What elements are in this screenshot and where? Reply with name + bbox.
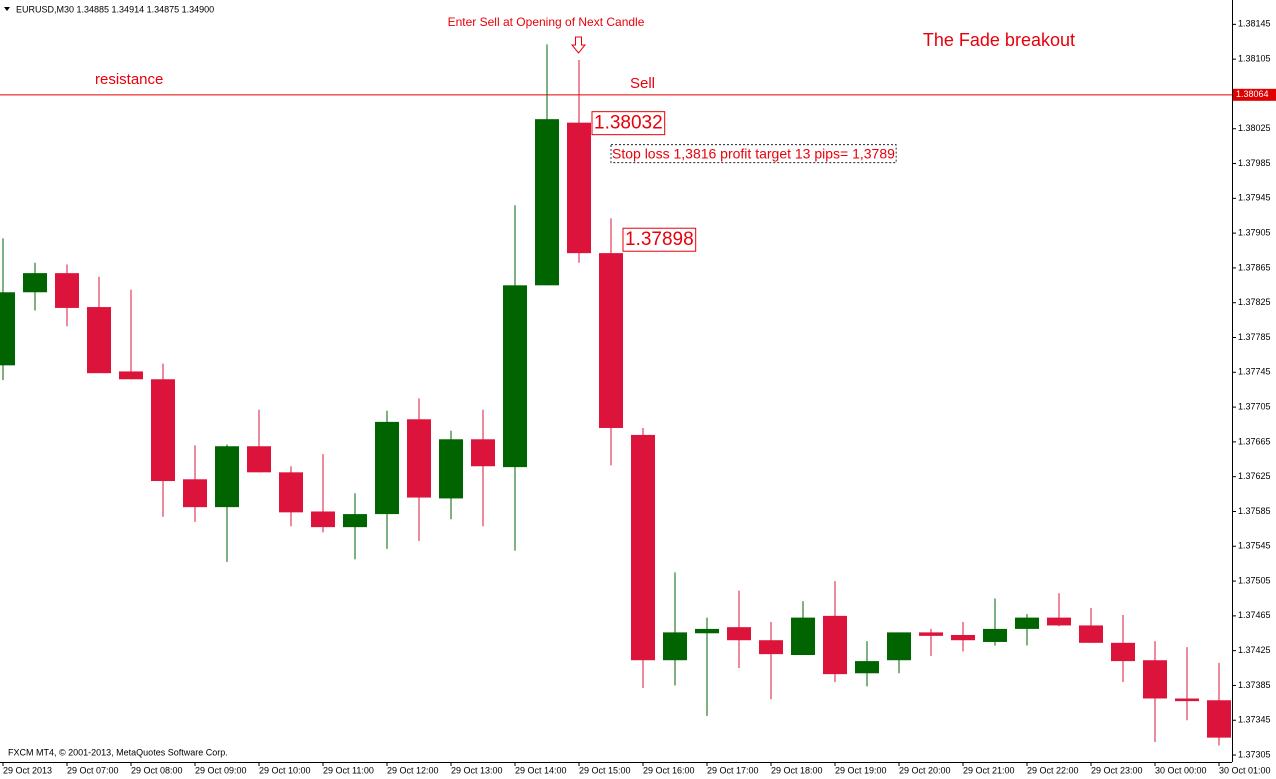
y-tick-label: 1.37545 <box>1238 541 1271 551</box>
annotation-box <box>610 144 897 164</box>
x-tick-label: 29 Oct 16:00 <box>643 765 695 775</box>
x-tick-label: 29 Oct 22:00 <box>1027 765 1079 775</box>
annotation: Sell <box>630 75 655 92</box>
y-tick-label: 1.37825 <box>1238 297 1271 307</box>
candle-body <box>439 439 463 499</box>
candle-body <box>1111 642 1135 662</box>
x-tick-label: 29 Oct 12:00 <box>387 765 439 775</box>
candle-body <box>151 379 175 482</box>
candle-body <box>343 514 367 528</box>
price-tag-label: 1.38064 <box>1236 89 1269 99</box>
x-tick-label: 29 Oct 11:00 <box>323 765 374 775</box>
x-tick-label: 29 Oct 23:00 <box>1091 765 1143 775</box>
x-tick-label: 30 Oct 01:00 <box>1219 765 1271 775</box>
y-tick-label: 1.37905 <box>1238 227 1271 237</box>
candle-body <box>823 615 847 675</box>
x-tick-label: 29 Oct 15:00 <box>579 765 631 775</box>
candle-body <box>247 446 271 473</box>
candle-body <box>887 632 911 661</box>
annotation: resistance <box>95 71 163 88</box>
y-tick-label: 1.37705 <box>1238 401 1271 411</box>
candle-body <box>535 119 559 286</box>
candle-body <box>759 640 783 655</box>
candle-body <box>1015 617 1039 629</box>
price-label-box <box>622 227 697 252</box>
candle-body <box>631 434 655 661</box>
candle-body <box>0 292 15 366</box>
price-tag <box>1233 88 1276 101</box>
y-tick-label: 1.37785 <box>1238 332 1271 342</box>
candle-body <box>279 472 303 513</box>
candle-body <box>1207 700 1231 738</box>
y-tick-label: 1.37465 <box>1238 610 1271 620</box>
x-tick-label: 29 Oct 19:00 <box>835 765 887 775</box>
candle-body <box>727 627 751 641</box>
candle-body <box>183 479 207 508</box>
candle-body <box>1143 660 1167 699</box>
candle-body <box>215 446 239 508</box>
y-tick-label: 1.37425 <box>1238 645 1271 655</box>
y-tick-label: 1.37865 <box>1238 262 1271 272</box>
y-tick-label: 1.37505 <box>1238 575 1271 585</box>
x-tick-label: 29 Oct 18:00 <box>771 765 823 775</box>
candle-body <box>1047 617 1071 626</box>
candle-body <box>695 628 719 634</box>
price-label: 1.38032 <box>594 113 663 134</box>
price-label-box <box>591 111 666 136</box>
candle-body <box>855 661 879 674</box>
header: EURUSD,M30 1.34885 1.34914 1.34875 1.349… <box>16 4 214 14</box>
candle-body <box>407 419 431 498</box>
y-tick-label: 1.37985 <box>1238 158 1271 168</box>
y-tick-label: 1.37385 <box>1238 680 1271 690</box>
annotation: Stop loss 1,3816 profit target 13 pips= … <box>612 146 895 162</box>
y-tick-label: 1.38025 <box>1238 123 1271 133</box>
y-tick-label: 1.37585 <box>1238 506 1271 516</box>
candle-body <box>951 635 975 641</box>
candle-body <box>375 421 399 515</box>
x-tick-label: 29 Oct 07:00 <box>67 765 119 775</box>
candle-body <box>791 617 815 656</box>
menu-triangle <box>4 7 10 11</box>
candle-body <box>87 307 111 374</box>
arrow <box>570 36 587 54</box>
x-tick-label: 29 Oct 2013 <box>3 765 52 775</box>
annotation: Enter Sell at Opening of Next Candle <box>448 15 645 29</box>
y-tick-label: 1.37345 <box>1238 715 1271 725</box>
candle-body <box>1175 698 1199 702</box>
candle-body <box>919 632 943 636</box>
candle-body <box>119 371 143 380</box>
y-tick-label: 1.37305 <box>1238 749 1271 759</box>
candle-body <box>1079 625 1103 643</box>
candle-body <box>663 632 687 661</box>
x-tick-label: 29 Oct 08:00 <box>131 765 183 775</box>
y-tick-label: 1.38145 <box>1238 19 1271 29</box>
x-tick-label: 29 Oct 17:00 <box>707 765 759 775</box>
candle-body <box>23 273 47 293</box>
candle-body <box>983 628 1007 642</box>
x-tick-label: 29 Oct 20:00 <box>899 765 951 775</box>
x-tick-label: 29 Oct 10:00 <box>259 765 311 775</box>
x-tick-label: 30 Oct 00:00 <box>1155 765 1207 775</box>
candle-body <box>599 253 623 428</box>
chart-title: The Fade breakout <box>923 30 1075 50</box>
candle-body <box>503 285 527 468</box>
y-tick-label: 1.37665 <box>1238 436 1271 446</box>
y-tick-label: 1.38105 <box>1238 54 1271 64</box>
candle-body <box>567 122 591 254</box>
candle-body <box>471 439 495 467</box>
y-tick-label: 1.37945 <box>1238 193 1271 203</box>
x-tick-label: 29 Oct 14:00 <box>515 765 567 775</box>
x-tick-label: 29 Oct 09:00 <box>195 765 247 775</box>
price-label: 1.37898 <box>625 229 694 250</box>
footer: FXCM MT4, © 2001-2013, MetaQuotes Softwa… <box>8 747 228 757</box>
y-tick-label: 1.37745 <box>1238 367 1271 377</box>
x-tick-label: 29 Oct 21:00 <box>963 765 1015 775</box>
candle-body <box>55 273 79 308</box>
candle-body <box>311 511 335 528</box>
x-tick-label: 29 Oct 13:00 <box>451 765 503 775</box>
y-tick-label: 1.37625 <box>1238 471 1271 481</box>
